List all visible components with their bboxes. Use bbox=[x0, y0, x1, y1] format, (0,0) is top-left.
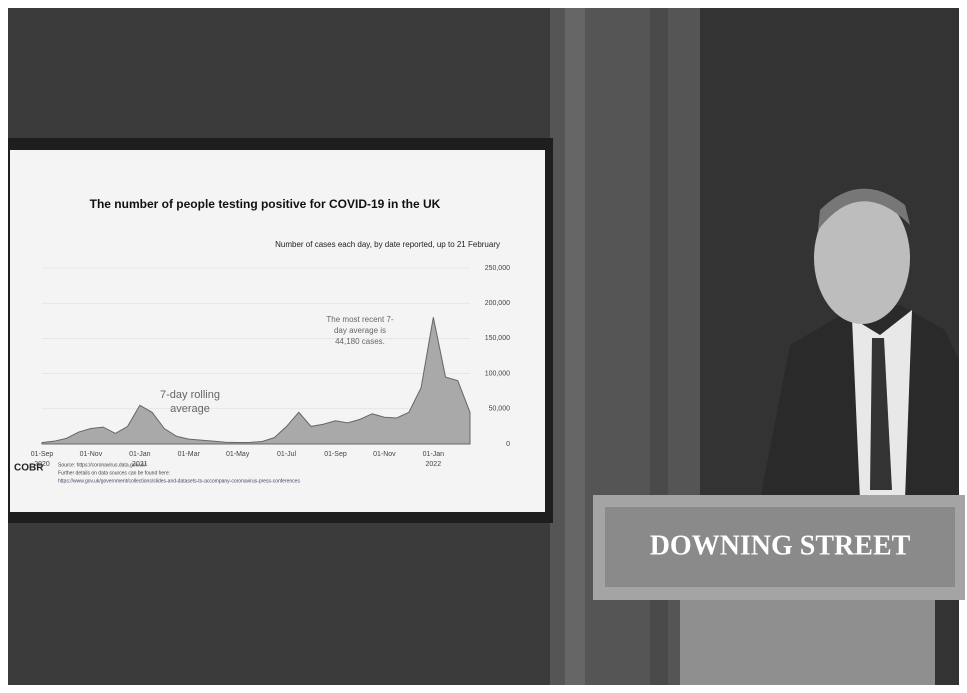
x-tick-label: 01-Sep bbox=[31, 451, 54, 458]
y-tick-label: 150,000 bbox=[485, 335, 510, 342]
annotation: 44,180 cases. bbox=[335, 337, 385, 346]
annotation: day average is bbox=[334, 326, 386, 335]
chart-title: The number of people testing positive fo… bbox=[90, 197, 441, 211]
x-tick-label: 01-Mar bbox=[178, 451, 201, 458]
y-tick-label: 50,000 bbox=[489, 406, 511, 413]
x-tick-label: 01-Jul bbox=[277, 451, 297, 458]
y-tick-label: 250,000 bbox=[485, 265, 510, 272]
podium-body bbox=[680, 598, 935, 685]
x-tick-label: 01-Nov bbox=[373, 451, 396, 458]
y-tick-label: 200,000 bbox=[485, 300, 510, 307]
chart-subtitle: Number of cases each day, by date report… bbox=[275, 240, 500, 249]
annotation: 7-day rolling bbox=[160, 389, 220, 401]
details: Further details on data sources can be f… bbox=[58, 470, 170, 476]
page: {"chart_data": {"type": "area", "title":… bbox=[0, 0, 967, 693]
annotation: average bbox=[170, 403, 210, 415]
x-year-label: 2021 bbox=[132, 461, 148, 468]
x-tick-label: 01-Jan bbox=[129, 451, 151, 458]
panel-pillar bbox=[565, 8, 585, 685]
x-tick-label: 01-May bbox=[226, 451, 250, 458]
x-year-label: 2020 bbox=[34, 461, 50, 468]
photo: DOWNING STREET The number of people test… bbox=[0, 0, 967, 693]
x-tick-label: 01-Sep bbox=[324, 451, 347, 458]
x-year-label: 2022 bbox=[426, 461, 442, 468]
x-tick-label: 01-Jan bbox=[423, 451, 445, 458]
link: https://www.gov.uk/government/collection… bbox=[58, 478, 300, 484]
y-tick-label: 0 bbox=[506, 441, 510, 448]
x-tick-label: 01-Nov bbox=[80, 451, 103, 458]
y-tick-label: 100,000 bbox=[485, 370, 510, 377]
podium-sign: DOWNING STREET bbox=[650, 530, 911, 561]
annotation: The most recent 7- bbox=[326, 315, 393, 324]
